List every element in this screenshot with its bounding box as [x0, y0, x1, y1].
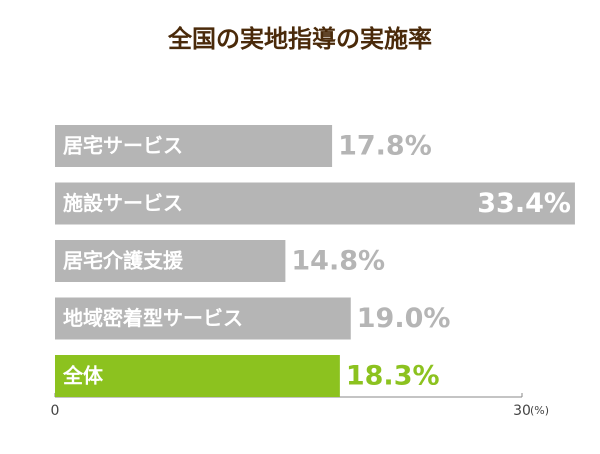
bar	[55, 297, 351, 340]
value-label: 19.0%	[357, 303, 451, 334]
x-tick-label: 0	[51, 403, 60, 419]
category-label: 居宅介護支援	[63, 249, 184, 273]
value-label: 18.3%	[346, 361, 440, 392]
bar	[55, 125, 333, 167]
value-label: 14.8%	[291, 246, 385, 277]
bar	[55, 355, 340, 397]
category-label: 施設サービス	[63, 191, 183, 215]
bar	[55, 240, 286, 282]
value-label: 17.8%	[338, 131, 432, 162]
bar	[55, 182, 575, 225]
category-label: 居宅サービス	[63, 134, 183, 158]
chart-title: 全国の実地指導の実施率	[167, 25, 432, 53]
category-label: 全体	[62, 364, 104, 388]
x-tick-label: 30	[513, 403, 531, 419]
value-label: 33.4%	[477, 188, 571, 219]
category-label: 地域密着型サービス	[63, 306, 243, 330]
x-unit: (%)	[530, 404, 549, 417]
